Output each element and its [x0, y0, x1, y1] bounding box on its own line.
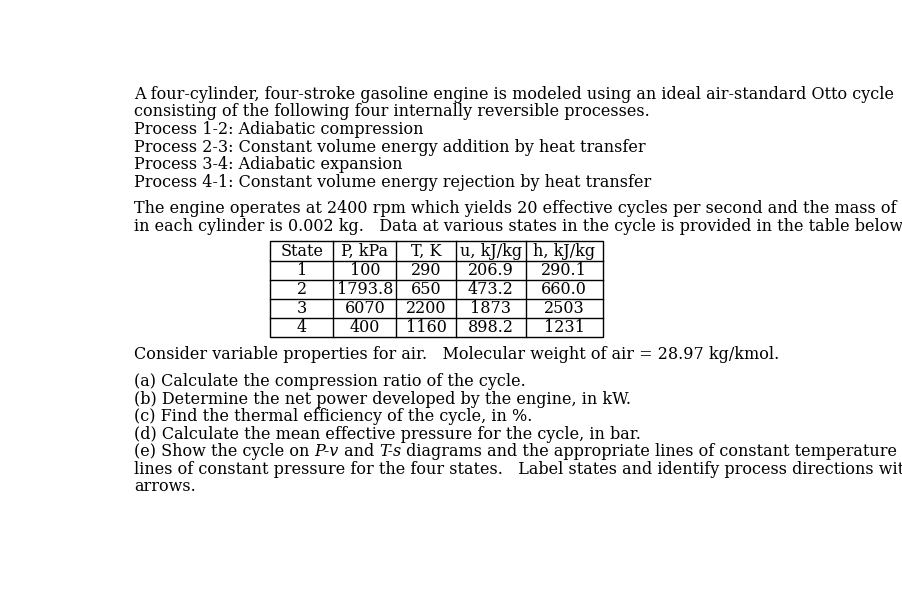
Text: Process 2-3: Constant volume energy addition by heat transfer: Process 2-3: Constant volume energy addi…: [133, 138, 645, 155]
Text: and: and: [338, 443, 379, 460]
Text: (b) Determine the net power developed by the engine, in kW.: (b) Determine the net power developed by…: [133, 391, 630, 408]
Text: in each cylinder is 0.002 kg.   Data at various states in the cycle is provided : in each cylinder is 0.002 kg. Data at va…: [133, 218, 902, 235]
Text: 3: 3: [297, 300, 307, 317]
Text: (e) Show the cycle on: (e) Show the cycle on: [133, 443, 314, 460]
Text: u, kJ/kg: u, kJ/kg: [459, 243, 521, 260]
Text: 6070: 6070: [344, 300, 385, 317]
Text: 100: 100: [349, 262, 380, 279]
Text: P-v: P-v: [314, 443, 338, 460]
Text: lines of constant pressure for the four states.   Label states and identify proc: lines of constant pressure for the four …: [133, 461, 902, 478]
Text: 2: 2: [297, 281, 307, 298]
Text: Process 3-4: Adiabatic expansion: Process 3-4: Adiabatic expansion: [133, 156, 402, 173]
Text: 1873: 1873: [470, 300, 511, 317]
Text: P, kPa: P, kPa: [341, 243, 388, 260]
Text: 2200: 2200: [405, 300, 446, 317]
Text: (c) Find the thermal efficiency of the cycle, in %.: (c) Find the thermal efficiency of the c…: [133, 409, 531, 426]
Text: 1160: 1160: [405, 319, 446, 336]
Text: 473.2: 473.2: [467, 281, 513, 298]
Bar: [270, 241, 603, 337]
Text: 898.2: 898.2: [467, 319, 513, 336]
Text: Process 4-1: Constant volume energy rejection by heat transfer: Process 4-1: Constant volume energy reje…: [133, 174, 650, 191]
Text: 660.0: 660.0: [540, 281, 586, 298]
Text: 2503: 2503: [543, 300, 584, 317]
Text: 1: 1: [297, 262, 307, 279]
Text: A four-cylinder, four-stroke gasoline engine is modeled using an ideal air-stand: A four-cylinder, four-stroke gasoline en…: [133, 86, 893, 103]
Text: The engine operates at 2400 rpm which yields 20 effective cycles per second and : The engine operates at 2400 rpm which yi…: [133, 200, 902, 217]
Text: Consider variable properties for air.   Molecular weight of air = 28.97 kg/kmol.: Consider variable properties for air. Mo…: [133, 347, 778, 364]
Text: 206.9: 206.9: [467, 262, 513, 279]
Text: diagrams and the appropriate lines of constant temperature and: diagrams and the appropriate lines of co…: [400, 443, 902, 460]
Text: consisting of the following four internally reversible processes.: consisting of the following four interna…: [133, 103, 649, 120]
Text: (a) Calculate the compression ratio of the cycle.: (a) Calculate the compression ratio of t…: [133, 373, 525, 390]
Text: T, K: T, K: [410, 243, 441, 260]
Text: 650: 650: [410, 281, 441, 298]
Text: State: State: [280, 243, 323, 260]
Text: h, kJ/kg: h, kJ/kg: [532, 243, 594, 260]
Text: T-s: T-s: [379, 443, 400, 460]
Text: 290.1: 290.1: [540, 262, 586, 279]
Text: arrows.: arrows.: [133, 478, 196, 495]
Text: 4: 4: [297, 319, 307, 336]
Text: 290: 290: [410, 262, 441, 279]
Text: 400: 400: [349, 319, 380, 336]
Text: 1231: 1231: [543, 319, 584, 336]
Text: (d) Calculate the mean effective pressure for the cycle, in bar.: (d) Calculate the mean effective pressur…: [133, 426, 640, 443]
Text: 1793.8: 1793.8: [336, 281, 392, 298]
Text: Process 1-2: Adiabatic compression: Process 1-2: Adiabatic compression: [133, 121, 423, 138]
